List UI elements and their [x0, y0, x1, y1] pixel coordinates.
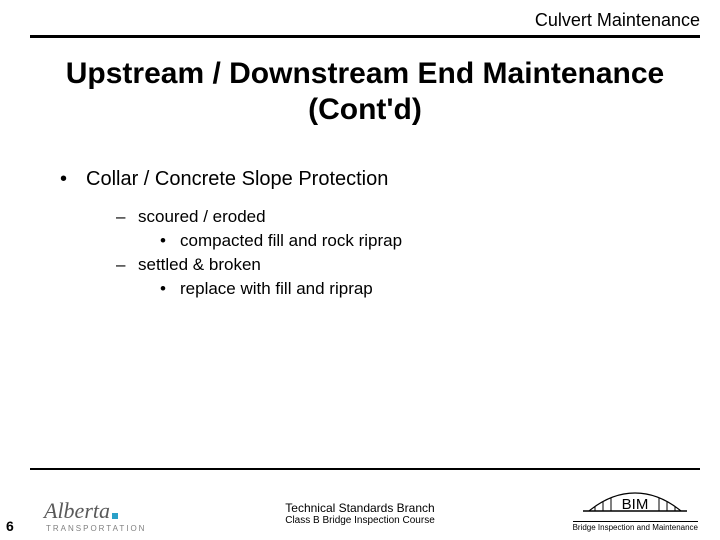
bridge-icon: BIM	[581, 489, 689, 519]
bullet-text: scoured / eroded	[138, 207, 266, 227]
bullet-text: Collar / Concrete Slope Protection	[86, 168, 388, 191]
bullet-level3: • compacted fill and rock riprap	[160, 231, 680, 251]
bullet-level3: • replace with fill and riprap	[160, 279, 680, 299]
bullet-level2: – scoured / eroded	[116, 207, 680, 227]
bim-logo-block: BIM Bridge Inspection and Maintenance	[573, 489, 698, 532]
header: Culvert Maintenance	[30, 10, 700, 38]
bullet-dot-icon: •	[160, 231, 180, 251]
bullet-text: settled & broken	[138, 255, 261, 275]
bullet-text: replace with fill and riprap	[180, 279, 373, 299]
bim-label: BIM	[622, 496, 649, 513]
section-label: Culvert Maintenance	[30, 10, 700, 35]
content-body: • Collar / Concrete Slope Protection – s…	[60, 168, 680, 303]
bullet-dot-icon: •	[60, 168, 86, 191]
footer: 6 Alberta TRANSPORTATION Technical Stand…	[0, 470, 720, 540]
bullet-dash-icon: –	[116, 207, 138, 227]
bullet-dot-icon: •	[160, 279, 180, 299]
bullet-text: compacted fill and rock riprap	[180, 231, 402, 251]
bullet-level2: – settled & broken	[116, 255, 680, 275]
bim-subtext: Bridge Inspection and Maintenance	[573, 521, 698, 532]
page-title: Upstream / Downstream End Maintenance (C…	[30, 56, 700, 128]
bullet-dash-icon: –	[116, 255, 138, 275]
header-rule	[30, 35, 700, 38]
bullet-level1: • Collar / Concrete Slope Protection	[60, 168, 680, 191]
